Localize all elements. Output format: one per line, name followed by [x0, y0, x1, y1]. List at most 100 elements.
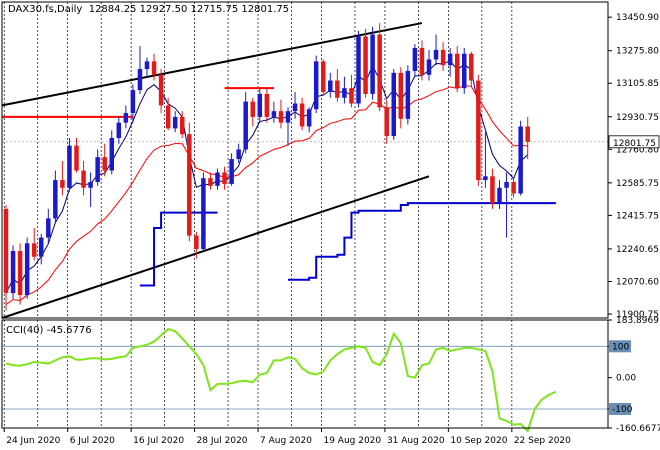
symbol-label: DAX30.fs,Daily — [8, 4, 83, 15]
price-badge-label: 12801.75 — [613, 139, 656, 149]
candle-bear — [222, 172, 227, 184]
candle-bear — [490, 176, 495, 204]
candle-bear — [165, 105, 171, 129]
ema-slow-line — [5, 85, 528, 306]
y-tick-label: 12585.75 — [616, 179, 659, 189]
candle-bear — [3, 208, 9, 294]
x-tick-label: 28 Jul 2020 — [197, 436, 248, 446]
candle-bull — [405, 70, 411, 119]
cci-level-badge — [609, 340, 631, 353]
candle-bull — [313, 61, 319, 110]
support-step-line — [288, 202, 556, 281]
cci-y-label: -160.6677 — [616, 424, 660, 434]
candle-bear — [151, 61, 157, 75]
candle-bull — [426, 59, 432, 75]
candle-bear — [335, 80, 340, 98]
cci-frame — [1, 319, 609, 429]
y-tick-label: 12070.60 — [616, 277, 659, 287]
candle-bear — [511, 182, 516, 194]
cci-grid — [3, 320, 513, 428]
candle-bear — [363, 36, 368, 94]
cci-header: CCI(40) -45.6776 — [6, 325, 92, 336]
candle-bull — [356, 36, 361, 104]
cci-y-label: 183.8969 — [616, 316, 659, 326]
candle-bear — [321, 61, 326, 93]
x-tick-label: 31 Aug 2020 — [387, 436, 445, 446]
candle-bull — [137, 69, 143, 91]
candle-bull — [229, 159, 234, 184]
candle-bear — [158, 74, 164, 106]
candle-bull — [271, 111, 277, 117]
candle-bear — [187, 134, 192, 236]
x-tick-label: 10 Sep 2020 — [450, 436, 507, 446]
cci-level-badge — [609, 402, 631, 415]
x-tick-label: 7 Aug 2020 — [260, 436, 312, 446]
candle-bear — [419, 47, 425, 75]
candle-bear — [398, 72, 404, 119]
candle-bull — [433, 49, 439, 60]
candle-bear — [469, 53, 474, 81]
candle-bear — [476, 80, 481, 181]
candle-bull — [412, 47, 418, 71]
candle-bear — [208, 178, 213, 186]
y-tick-label: 13105.85 — [616, 79, 659, 89]
candle-bull — [285, 111, 291, 123]
cci-y-label: 100 — [612, 342, 629, 352]
cci-line — [5, 327, 557, 433]
x-tick-label: 24 Jun 2020 — [6, 436, 60, 446]
channel-lower-line — [1, 175, 430, 319]
candle-bull — [116, 122, 122, 138]
candle-bear — [377, 34, 382, 108]
candle-bull — [292, 103, 298, 112]
x-tick-label: 6 Jul 2020 — [70, 436, 115, 446]
x-tick-label: 22 Sep 2020 — [514, 436, 571, 446]
candle-bull — [236, 149, 241, 160]
candle-bear — [250, 101, 255, 117]
high-value: 12927.50 — [139, 4, 188, 15]
candle-bear — [525, 126, 530, 142]
axes-frame — [1, 1, 609, 429]
candle-bull — [483, 176, 488, 181]
candle-bear — [440, 49, 446, 66]
y-tick-label: 12415.75 — [616, 211, 659, 221]
candle-bull — [243, 101, 248, 150]
open-value: 12884.25 — [88, 4, 137, 15]
candle-bull — [342, 88, 347, 98]
x-tick-label: 19 Aug 2020 — [323, 436, 381, 446]
candle-bear — [349, 88, 354, 104]
price-badge — [608, 135, 660, 149]
candle-bull — [67, 145, 72, 188]
candle-bull — [53, 180, 58, 219]
candle-bear — [31, 243, 37, 257]
candle-bear — [60, 180, 65, 188]
y-tick-label: 12760.80 — [616, 145, 659, 155]
x-tick-label: 16 Jul 2020 — [133, 436, 184, 446]
cci-y-label: 0.00 — [616, 374, 636, 384]
candle-bull — [109, 137, 114, 171]
candle-bull — [462, 53, 467, 89]
candle-bull — [306, 109, 312, 127]
candle-bull — [130, 90, 136, 114]
candle-bear — [299, 103, 305, 127]
channel-upper-line — [1, 22, 423, 107]
candle-bull — [504, 182, 509, 188]
candle-bull — [328, 80, 333, 93]
candle-bear — [74, 145, 79, 171]
support-step-line — [139, 211, 218, 287]
candle-bull — [172, 116, 178, 129]
close-value: 12801.75 — [241, 4, 290, 15]
candle-bull — [370, 34, 375, 94]
candles-group — [3, 23, 530, 311]
candle-bear — [454, 53, 460, 89]
candle-bear — [180, 116, 185, 135]
candle-bull — [24, 243, 30, 296]
main-frame — [1, 1, 609, 319]
candle-bull — [497, 187, 502, 204]
candle-bull — [39, 237, 44, 257]
candle-bear — [81, 170, 86, 188]
candle-bull — [10, 250, 16, 294]
low-value: 12715.75 — [190, 4, 239, 15]
candle-bull — [447, 53, 453, 66]
x-axis-labels: 24 Jun 2020 6 Jul 2020 16 Jul 2020 28 Jul 2… — [3, 428, 571, 446]
candle-bull — [95, 157, 100, 183]
